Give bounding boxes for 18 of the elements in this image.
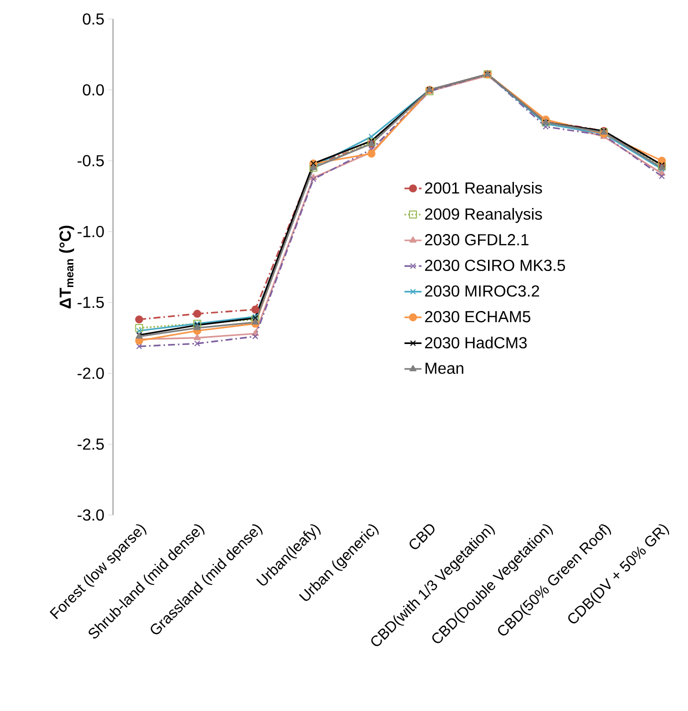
legend-label: 2030 ECHAM5 [425, 311, 530, 322]
y-tick-label: -3.0 [78, 509, 104, 521]
legend-label: 2001 Reanalysis [425, 182, 542, 197]
y-tick-label: -1.5 [78, 296, 104, 308]
legend-label: Mean [426, 362, 464, 374]
legend-label: 2030 CSIRO MK3.5 [425, 260, 565, 272]
y-tick-label: -2.5 [78, 438, 104, 450]
y-tick-label: -0.5 [78, 155, 104, 166]
legend-label: 2009 Reanalysis [425, 208, 542, 223]
legend-label: 2030 HadCM3 [425, 336, 527, 348]
y-tick-label: -1.0 [78, 226, 104, 238]
y-tick-label: -2.0 [78, 368, 104, 379]
y-tick-label: 0.0 [82, 84, 104, 96]
y-tick-label: 0.5 [82, 13, 104, 25]
legend-label: 2030 GFDL2.1 [425, 234, 528, 246]
x-tick-label: CBD [410, 524, 434, 550]
legend-label: 2030 MIROC3.2 [425, 285, 540, 297]
text: ΔT$_{mean}$ (°C) [59, 226, 74, 308]
